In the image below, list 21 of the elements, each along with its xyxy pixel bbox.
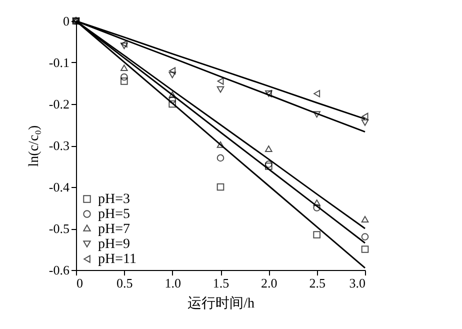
y-axis-title: ln(c/c₀) [26,124,42,167]
y-tick-label: -0.3 [48,138,70,153]
y-tick-label: -0.5 [48,221,70,236]
x-tick-label: 1.0 [164,276,181,290]
legend-label: pH=3 [98,192,130,207]
y-tick-label: 0 [63,14,70,28]
x-tick-label: 2.5 [309,276,326,290]
x-tick-label: 3.0 [349,276,366,290]
legend-label: pH=7 [98,222,130,237]
y-tick-label: -0.6 [48,262,70,278]
legend-label: pH=9 [98,237,130,252]
x-tick-label: 2.0 [261,276,278,290]
x-axis-title: 运行时间/h [188,296,254,312]
x-tick-label: 1.5 [212,276,230,290]
x-tick-label: 0 [76,276,83,290]
legend-label: pH=5 [98,207,130,222]
y-tick-label: -0.2 [48,96,70,112]
y-tick-label: -0.1 [48,55,70,70]
x-tick-label: 0.5 [116,276,133,290]
legend-label: pH=11 [98,252,136,267]
y-tick-label: -0.4 [48,180,70,194]
